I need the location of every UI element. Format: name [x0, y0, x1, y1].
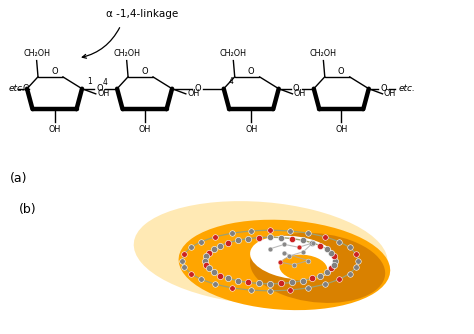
Text: (b): (b) — [19, 203, 36, 215]
Text: (a): (a) — [9, 172, 27, 185]
Text: O: O — [293, 84, 300, 93]
Text: OH: OH — [138, 125, 151, 134]
Text: α -1,4-linkage: α -1,4-linkage — [106, 9, 178, 19]
Text: O: O — [338, 67, 345, 76]
Text: O: O — [51, 67, 58, 76]
Ellipse shape — [280, 255, 327, 281]
FancyArrowPatch shape — [82, 28, 119, 58]
Ellipse shape — [250, 233, 385, 303]
Text: 4: 4 — [102, 78, 108, 87]
Text: OH: OH — [48, 125, 61, 134]
Text: 1: 1 — [87, 77, 91, 87]
Text: O: O — [248, 67, 255, 76]
Text: OH: OH — [187, 89, 200, 98]
Text: 4: 4 — [228, 76, 234, 86]
Text: etc.: etc. — [399, 84, 416, 93]
Text: CH₂OH: CH₂OH — [310, 49, 337, 58]
Text: OH: OH — [245, 125, 257, 134]
Text: OH: OH — [294, 89, 306, 98]
Text: O: O — [23, 84, 29, 93]
Text: O: O — [141, 67, 148, 76]
Text: CH₂OH: CH₂OH — [113, 49, 140, 58]
Text: O: O — [96, 84, 103, 93]
Text: O: O — [195, 84, 201, 93]
Text: O: O — [381, 84, 387, 93]
Text: OH: OH — [384, 89, 396, 98]
Text: CH₂OH: CH₂OH — [23, 49, 50, 58]
Text: OH: OH — [335, 125, 347, 134]
Text: CH₂OH: CH₂OH — [220, 49, 247, 58]
Ellipse shape — [250, 236, 337, 280]
Ellipse shape — [134, 201, 388, 305]
Text: etc.: etc. — [9, 84, 26, 93]
Text: OH: OH — [97, 89, 109, 98]
Ellipse shape — [179, 220, 390, 310]
